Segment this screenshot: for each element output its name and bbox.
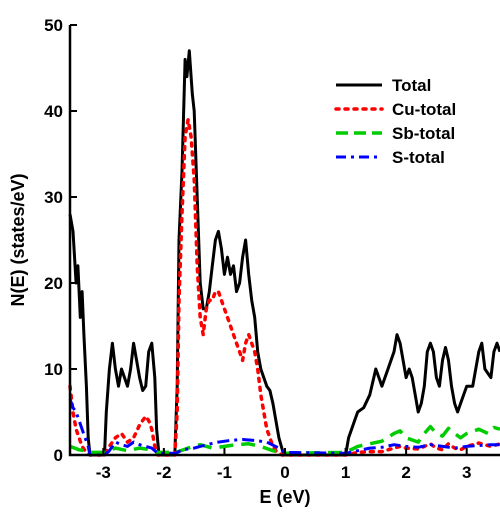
legend: Total Cu-total Sb-total S-total <box>336 76 456 167</box>
y-tick-label: 10 <box>44 360 63 379</box>
axis-frame <box>70 25 500 455</box>
legend-label: S-total <box>392 148 445 167</box>
x-tick-label: -3 <box>96 463 111 482</box>
x-tick-label: -1 <box>217 463 232 482</box>
y-tick-label: 50 <box>44 16 63 35</box>
x-tick-label: 0 <box>280 463 289 482</box>
legend-label: Cu-total <box>392 100 456 119</box>
y-tick-label: 30 <box>44 188 63 207</box>
legend-label: Total <box>392 76 431 95</box>
series-line-cu-total <box>70 120 500 455</box>
x-tick-label: 2 <box>401 463 410 482</box>
x-tick-label: 3 <box>462 463 471 482</box>
x-axis-label: E (eV) <box>259 487 310 507</box>
y-axis-label: N(E) (states/eV) <box>8 173 28 306</box>
legend-label: Sb-total <box>392 124 455 143</box>
series-line-s-total <box>70 399 500 455</box>
y-tick-label: 20 <box>44 274 63 293</box>
y-tick-label: 0 <box>54 446 63 465</box>
x-tick-label: 1 <box>341 463 350 482</box>
y-tick-label: 40 <box>44 102 63 121</box>
x-tick-label: -2 <box>156 463 171 482</box>
